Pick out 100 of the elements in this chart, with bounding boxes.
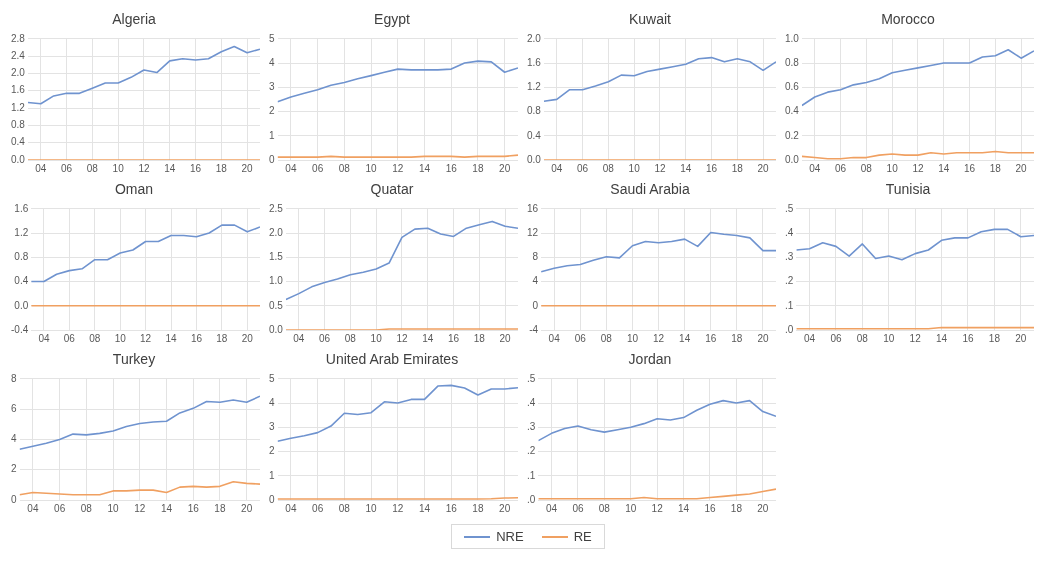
x-tick-label: 14 (422, 332, 434, 344)
x-tick-label: 04 (285, 502, 297, 514)
x-tick-label: 12 (912, 162, 924, 174)
x-tick-label: 12 (134, 502, 146, 514)
y-tick-label: 2.0 (269, 226, 284, 238)
y-tick-label: 4 (269, 56, 275, 68)
x-tick-label: 18 (731, 162, 744, 174)
y-tick-label: 1.6 (14, 202, 29, 214)
x-tick-label: 08 (338, 502, 351, 514)
x-tick-label: 10 (370, 332, 383, 344)
y-tick-label: .1 (527, 469, 536, 481)
chart-title: Oman (114, 181, 154, 198)
x-tick-label: 10 (107, 502, 120, 514)
x-tick-label: 06 (312, 162, 324, 174)
y-tick-label: -4 (529, 323, 539, 335)
y-tick-label: 5 (269, 32, 275, 44)
y-tick-label: .2 (785, 275, 794, 287)
y-tick-label: 0.8 (14, 251, 29, 263)
x-tick-label: 20 (499, 162, 511, 174)
y-tick-label: 6 (11, 402, 17, 414)
x-tick-label: 14 (938, 162, 950, 174)
x-tick-label: 08 (344, 332, 357, 344)
y-tick-label: 0.4 (14, 275, 29, 287)
x-tick-label: 20 (757, 502, 769, 514)
x-tick-label: 04 (38, 332, 50, 344)
y-tick-label: .0 (527, 493, 536, 505)
chart-title: Turkey (112, 351, 156, 368)
y-tick-label: 2 (269, 105, 275, 117)
y-tick-label: 2.8 (11, 32, 26, 44)
x-tick-label: 04 (551, 162, 563, 174)
x-tick-label: 18 (216, 332, 228, 344)
y-tick-label: .1 (785, 299, 794, 311)
y-tick-label: 0.8 (785, 56, 800, 68)
y-tick-label: -0.4 (11, 323, 29, 335)
x-tick-label: 16 (189, 162, 202, 174)
y-tick-label: 1.6 (527, 56, 542, 68)
x-tick-label: 06 (574, 332, 587, 344)
chart-title: Algeria (112, 11, 156, 28)
y-tick-label: 2 (269, 445, 275, 457)
x-tick-label: 04 (548, 332, 561, 344)
y-tick-label: 0 (269, 493, 275, 505)
x-tick-label: 08 (856, 332, 869, 344)
y-tick-label: 0.0 (527, 153, 542, 165)
x-tick-label: 08 (338, 162, 351, 174)
y-tick-label: .3 (527, 421, 536, 433)
y-tick-label: 1.5 (269, 251, 284, 263)
y-tick-label: 0.4 (11, 136, 26, 148)
x-tick-label: 16 (705, 332, 717, 344)
y-tick-label: 2.0 (11, 67, 26, 79)
x-tick-label: 14 (418, 502, 431, 514)
x-tick-label: 16 (445, 162, 458, 174)
x-tick-label: 16 (190, 332, 203, 344)
x-tick-label: 18 (472, 502, 484, 514)
x-tick-label: 10 (626, 332, 639, 344)
x-tick-label: 20 (757, 162, 770, 174)
x-tick-label: 10 (625, 502, 637, 514)
x-tick-label: 04 (293, 332, 305, 344)
y-tick-label: 1 (269, 469, 275, 481)
x-tick-label: 06 (54, 502, 66, 514)
x-tick-label: 04 (809, 162, 821, 174)
x-tick-label: 18 (988, 332, 1001, 344)
y-tick-label: 2.5 (269, 202, 284, 214)
y-tick-label: 0.0 (785, 153, 800, 165)
chart-title: Kuwait (628, 11, 672, 28)
x-tick-label: 12 (138, 162, 150, 174)
y-tick-label: 0.4 (785, 105, 800, 117)
y-tick-label: 3 (269, 81, 275, 93)
x-tick-label: 14 (160, 502, 173, 514)
y-tick-label: .3 (785, 251, 794, 263)
chart-title: Morocco (881, 11, 936, 28)
x-tick-label: 14 (164, 162, 176, 174)
y-tick-label: 1 (269, 129, 275, 141)
y-tick-label: 16 (527, 202, 539, 214)
y-tick-label: .2 (527, 445, 536, 457)
y-tick-label: 4 (532, 275, 539, 287)
y-tick-label: .4 (527, 396, 536, 408)
y-tick-label: 0.8 (527, 105, 542, 117)
x-tick-label: 10 (628, 162, 641, 174)
x-tick-label: 12 (140, 332, 152, 344)
chart-title: United Arab Emirates (325, 351, 459, 368)
y-tick-label: .5 (527, 372, 536, 384)
x-tick-label: 16 (962, 332, 974, 344)
y-tick-label: 3 (269, 421, 275, 433)
legend-label: NRE (496, 529, 524, 544)
x-tick-label: 08 (86, 162, 99, 174)
y-tick-label: 0.0 (11, 153, 26, 165)
x-tick-label: 08 (600, 332, 613, 344)
legend-label: RE (573, 529, 592, 544)
x-tick-label: 06 (835, 162, 847, 174)
chart-title: Egypt (374, 11, 410, 28)
chart-title: Quatar (370, 181, 414, 198)
x-tick-label: 12 (396, 332, 408, 344)
x-tick-label: 14 (678, 502, 690, 514)
x-tick-label: 10 (112, 162, 125, 174)
x-tick-label: 10 (365, 502, 378, 514)
y-tick-label: 1.0 (269, 275, 284, 287)
x-tick-label: 10 (365, 162, 378, 174)
x-tick-label: 10 (114, 332, 127, 344)
x-tick-label: 16 (963, 162, 976, 174)
y-tick-label: 8 (532, 251, 539, 263)
